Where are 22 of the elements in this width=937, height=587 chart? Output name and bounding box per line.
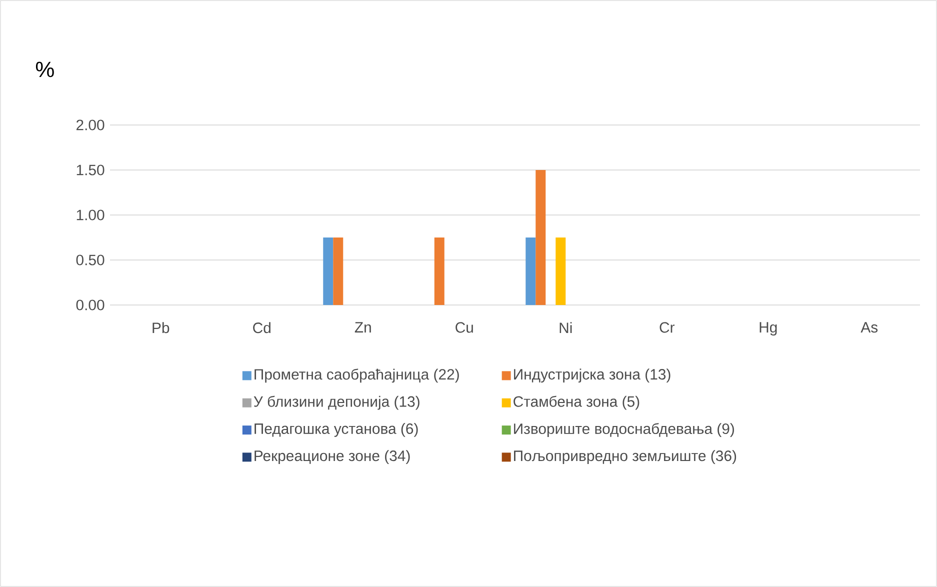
legend-label: У близини депонија (13) — [254, 396, 420, 410]
y-axis-title: % — [36, 62, 54, 78]
legend-label: Пољопривредно земљиште (36) — [514, 450, 736, 464]
legend-label: Прометна саобраћајница (22) — [254, 368, 459, 383]
y-tick-label: 0.00 — [76, 300, 104, 310]
x-tick-label: Pb — [152, 322, 170, 334]
y-tick-label: 2.00 — [76, 120, 104, 130]
x-tick-label: Cd — [253, 322, 270, 334]
legend-label: Рекреационе зоне (34) — [254, 450, 410, 464]
y-tick-label: 1.50 — [76, 164, 104, 176]
legend-label: Педагошка установа (6) — [254, 423, 418, 437]
legend-label: Стамбена зона (5) — [514, 396, 640, 410]
x-tick-label: Zn — [354, 322, 371, 332]
x-tick-label: Cr — [660, 322, 675, 333]
legend-label: Извориште водоснабдевања (9) — [514, 422, 734, 437]
x-tick-label: Hg — [760, 322, 777, 336]
legend-label: Индустријска зона (13) — [514, 368, 670, 383]
y-tick-label: 1.00 — [76, 210, 104, 220]
x-tick-label: As — [860, 322, 878, 333]
x-tick-label: Cu — [456, 322, 473, 333]
x-tick-label: Ni — [560, 322, 572, 333]
y-tick-label: 0.50 — [76, 254, 104, 266]
